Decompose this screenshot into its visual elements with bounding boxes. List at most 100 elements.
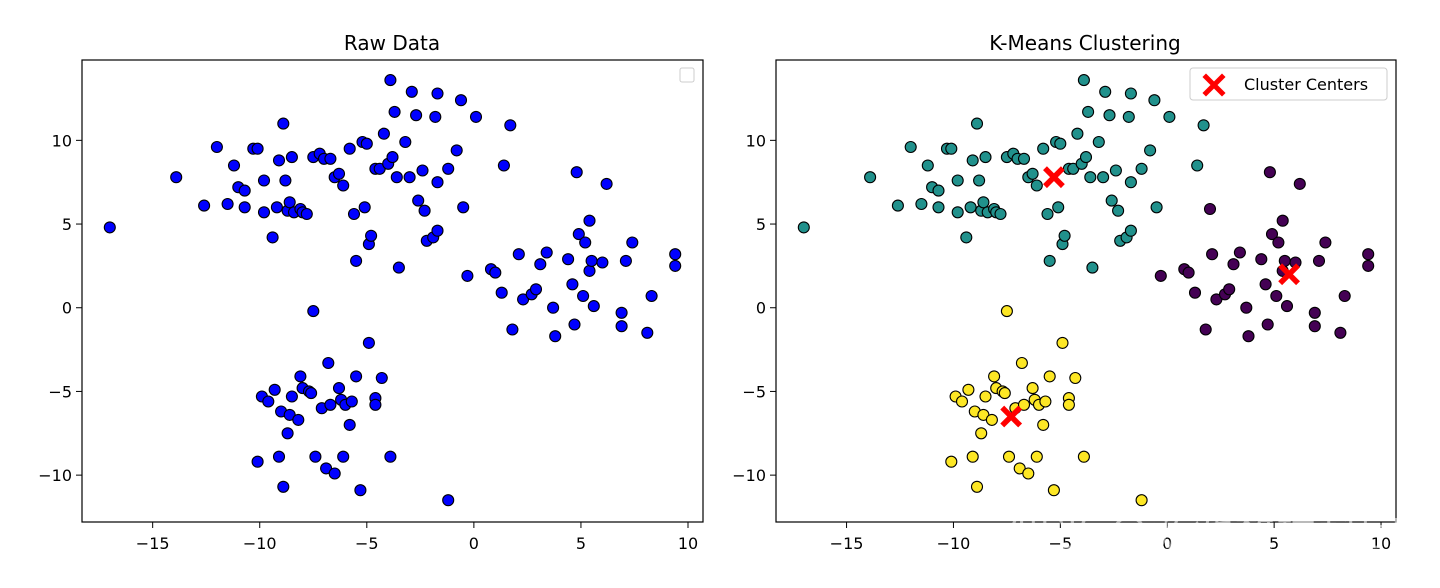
data-point bbox=[283, 196, 296, 209]
data-point bbox=[1272, 236, 1285, 249]
data-point bbox=[615, 306, 628, 319]
data-point bbox=[1240, 301, 1253, 314]
data-point bbox=[337, 179, 350, 192]
data-point bbox=[1017, 152, 1031, 165]
data-point bbox=[1105, 194, 1118, 207]
data-point bbox=[1135, 162, 1148, 175]
data-point bbox=[350, 370, 363, 383]
data-point bbox=[904, 140, 917, 154]
cluster-center-marker bbox=[1000, 405, 1023, 428]
data-point bbox=[416, 164, 429, 177]
data-point bbox=[549, 330, 562, 343]
x-tick-label: 0 bbox=[1162, 534, 1172, 553]
data-point bbox=[1037, 142, 1050, 155]
data-point bbox=[583, 214, 596, 227]
data-point bbox=[1041, 207, 1054, 221]
data-point bbox=[979, 390, 992, 403]
data-point bbox=[587, 300, 600, 313]
data-point bbox=[540, 246, 553, 259]
data-point bbox=[962, 383, 975, 396]
data-point bbox=[973, 174, 986, 187]
data-point bbox=[1124, 176, 1137, 189]
data-point bbox=[970, 480, 984, 493]
data-point bbox=[1270, 289, 1283, 303]
data-point bbox=[461, 269, 474, 282]
data-point bbox=[1242, 330, 1255, 343]
data-point bbox=[431, 87, 444, 100]
x-tick-label: −10 bbox=[937, 534, 971, 553]
data-point bbox=[1054, 137, 1067, 150]
data-point bbox=[1058, 229, 1071, 242]
data-point bbox=[1002, 450, 1016, 463]
data-point bbox=[891, 199, 904, 212]
y-tick-label: −5 bbox=[742, 382, 766, 401]
data-point bbox=[1039, 395, 1052, 408]
data-point bbox=[270, 201, 283, 214]
data-point bbox=[1030, 179, 1043, 192]
data-point bbox=[1097, 171, 1110, 184]
data-point bbox=[347, 207, 361, 221]
data-point bbox=[1188, 286, 1202, 299]
data-point bbox=[369, 398, 382, 411]
x-tick-label: −15 bbox=[136, 534, 170, 553]
data-point bbox=[1062, 398, 1075, 411]
data-point bbox=[1071, 127, 1084, 140]
data-point bbox=[375, 371, 388, 385]
data-point bbox=[377, 127, 390, 140]
x-tick-label: −15 bbox=[830, 534, 864, 553]
data-point bbox=[442, 494, 455, 507]
data-point bbox=[1144, 144, 1157, 157]
data-point bbox=[431, 224, 444, 237]
data-point bbox=[399, 135, 412, 149]
data-point bbox=[1030, 450, 1043, 463]
data-point bbox=[337, 450, 350, 463]
data-point bbox=[504, 119, 517, 132]
data-point bbox=[294, 370, 307, 383]
data-point bbox=[354, 484, 367, 497]
data-point bbox=[1092, 135, 1105, 149]
y-tick-label: 5 bbox=[756, 215, 766, 234]
data-point bbox=[1263, 166, 1276, 179]
data-point bbox=[1109, 164, 1122, 177]
data-point bbox=[566, 278, 579, 291]
data-point bbox=[960, 231, 973, 244]
data-point bbox=[1199, 323, 1212, 336]
data-point bbox=[1203, 202, 1217, 216]
data-point bbox=[489, 266, 502, 279]
data-point bbox=[272, 154, 286, 167]
data-point bbox=[1122, 110, 1135, 123]
data-point bbox=[1043, 370, 1056, 383]
data-point bbox=[955, 395, 969, 408]
data-point bbox=[1079, 151, 1093, 164]
y-tick-label: 5 bbox=[62, 215, 72, 234]
data-point bbox=[418, 204, 431, 217]
data-point bbox=[1124, 224, 1137, 237]
data-point bbox=[384, 450, 397, 463]
data-point bbox=[1026, 382, 1039, 395]
data-point bbox=[1069, 371, 1082, 385]
data-point bbox=[1261, 318, 1274, 331]
data-point bbox=[386, 151, 399, 164]
data-point bbox=[272, 450, 286, 463]
data-point bbox=[1255, 253, 1268, 266]
data-point bbox=[332, 167, 346, 180]
kmeans-title: K-Means Clustering bbox=[989, 31, 1180, 55]
data-point bbox=[495, 286, 508, 299]
raw-data-axes-frame bbox=[81, 59, 704, 523]
data-point bbox=[221, 197, 234, 211]
raw-data-title: Raw Data bbox=[344, 31, 440, 55]
data-point bbox=[945, 455, 958, 468]
x-tick-label: −5 bbox=[1049, 534, 1073, 553]
data-point bbox=[1026, 167, 1039, 180]
data-point bbox=[251, 142, 264, 155]
data-point bbox=[1148, 94, 1161, 107]
data-point bbox=[572, 228, 585, 241]
data-point bbox=[596, 256, 609, 269]
data-point bbox=[669, 248, 682, 261]
data-point bbox=[345, 395, 358, 408]
data-point bbox=[626, 236, 639, 249]
data-point bbox=[1154, 269, 1167, 282]
data-point bbox=[1015, 356, 1028, 370]
data-point bbox=[512, 248, 525, 261]
data-point bbox=[1086, 261, 1099, 274]
